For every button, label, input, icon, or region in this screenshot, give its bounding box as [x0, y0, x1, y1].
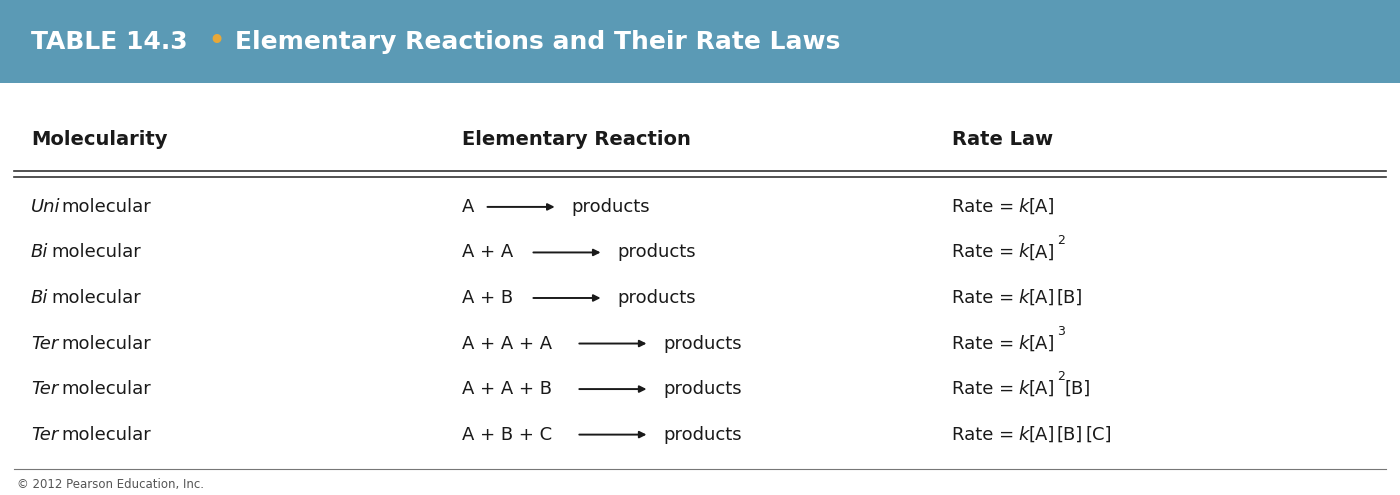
Text: © 2012 Pearson Education, Inc.: © 2012 Pearson Education, Inc.	[17, 478, 204, 491]
Text: k: k	[1019, 244, 1029, 261]
Text: TABLE 14.3: TABLE 14.3	[31, 30, 188, 53]
Text: [B]: [B]	[1064, 380, 1091, 398]
Text: k: k	[1019, 380, 1029, 398]
Text: [A]: [A]	[1028, 244, 1054, 261]
Text: Rate =: Rate =	[952, 335, 1019, 352]
Text: [A]: [A]	[1028, 198, 1054, 216]
Text: A + A + B: A + A + B	[462, 380, 552, 398]
Text: A: A	[462, 198, 475, 216]
Text: Rate =: Rate =	[952, 198, 1019, 216]
Text: molecular: molecular	[62, 426, 151, 444]
Text: Molecularity: Molecularity	[31, 130, 168, 149]
Text: products: products	[571, 198, 650, 216]
Text: [A]: [A]	[1028, 335, 1054, 352]
Text: A + B + C: A + B + C	[462, 426, 552, 444]
Text: Rate =: Rate =	[952, 380, 1019, 398]
Text: A + A: A + A	[462, 244, 514, 261]
Text: Rate Law: Rate Law	[952, 130, 1053, 149]
Text: Rate =: Rate =	[952, 289, 1019, 307]
Text: A + A + A: A + A + A	[462, 335, 552, 352]
Text: products: products	[664, 426, 742, 444]
FancyBboxPatch shape	[0, 0, 1400, 83]
Text: k: k	[1019, 289, 1029, 307]
Text: k: k	[1019, 426, 1029, 444]
Text: Rate =: Rate =	[952, 426, 1019, 444]
Text: [B]: [B]	[1057, 426, 1084, 444]
Text: molecular: molecular	[62, 198, 151, 216]
Text: [A]: [A]	[1028, 380, 1054, 398]
Text: products: products	[617, 244, 696, 261]
Text: products: products	[617, 289, 696, 307]
Text: k: k	[1019, 198, 1029, 216]
Text: •: •	[207, 27, 225, 56]
Text: 2: 2	[1057, 234, 1064, 247]
Text: Ter: Ter	[31, 426, 57, 444]
Text: products: products	[664, 335, 742, 352]
Text: [C]: [C]	[1085, 426, 1112, 444]
Text: Bi: Bi	[31, 289, 48, 307]
Text: molecular: molecular	[50, 244, 141, 261]
Text: [A]: [A]	[1028, 426, 1054, 444]
Text: Elementary Reaction: Elementary Reaction	[462, 130, 690, 149]
Text: Bi: Bi	[31, 244, 48, 261]
Text: 2: 2	[1057, 370, 1064, 383]
Text: k: k	[1019, 335, 1029, 352]
Text: 3: 3	[1057, 325, 1064, 338]
Text: molecular: molecular	[50, 289, 141, 307]
Text: molecular: molecular	[62, 380, 151, 398]
Text: [B]: [B]	[1057, 289, 1084, 307]
Text: products: products	[664, 380, 742, 398]
Text: Ter: Ter	[31, 335, 57, 352]
Text: Elementary Reactions and Their Rate Laws: Elementary Reactions and Their Rate Laws	[235, 30, 840, 53]
Text: Uni: Uni	[31, 198, 60, 216]
Text: Ter: Ter	[31, 380, 57, 398]
Text: [A]: [A]	[1028, 289, 1054, 307]
Text: molecular: molecular	[62, 335, 151, 352]
Text: A + B: A + B	[462, 289, 514, 307]
Text: Rate =: Rate =	[952, 244, 1019, 261]
